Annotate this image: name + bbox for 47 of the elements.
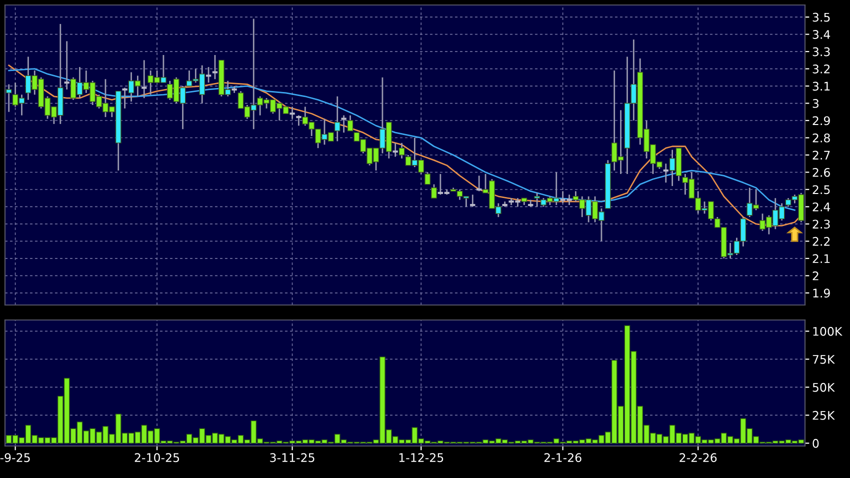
candlestick — [392, 142, 399, 158]
candlestick — [121, 87, 128, 110]
candlestick — [6, 84, 12, 113]
y-tick-label: 3.3 — [812, 47, 830, 56]
candlestick — [534, 192, 540, 208]
candlestick — [398, 142, 405, 160]
candlestick — [63, 40, 70, 90]
candlestick — [334, 96, 340, 142]
candlestick — [140, 59, 148, 99]
y-tick-label: 2.1 — [812, 254, 830, 263]
y-tick-label: 75K — [812, 355, 835, 364]
candlestick — [288, 106, 296, 120]
x-tick-label: 1-12-25 — [399, 453, 444, 462]
x-tick-label: 2-10-25 — [134, 453, 180, 462]
y-tick-label: 3.5 — [812, 12, 830, 22]
y-tick-label: 3.1 — [812, 82, 830, 91]
x-tick-label: -9-25 — [0, 453, 30, 462]
candlestick — [347, 114, 354, 132]
x-tick-label: 2-1-26 — [544, 453, 582, 462]
y-tick-label: 25K — [812, 410, 835, 420]
x-tick-label: 2-2-26 — [680, 453, 717, 462]
candlestick — [211, 54, 219, 80]
y-tick-label: 2.8 — [812, 133, 830, 142]
y-tick-label: 2.3 — [812, 220, 830, 229]
y-tick-label: 2 — [812, 271, 818, 280]
y-tick-label: 2.4 — [812, 202, 830, 212]
y-tick-label: 3.4 — [812, 30, 830, 39]
y-tick-label: 50K — [812, 382, 835, 392]
y-tick-label: 2.5 — [812, 185, 830, 194]
candlestick — [424, 172, 430, 186]
x-tick-label: 3-11-25 — [270, 453, 314, 462]
candlestick — [295, 114, 302, 126]
candlestick — [340, 114, 348, 134]
candlestick — [431, 184, 437, 199]
candlestick — [204, 66, 212, 84]
candlestick — [662, 162, 670, 184]
y-tick-label: 100K — [813, 326, 842, 336]
candlestick — [475, 174, 483, 192]
y-tick-label: 0 — [812, 438, 819, 448]
y-tick-label: 2.2 — [812, 236, 830, 246]
y-tick-label: 2.7 — [812, 150, 830, 160]
y-tick-label: 3.2 — [812, 64, 830, 74]
candlestick — [469, 194, 476, 208]
y-tick-label: 1.9 — [813, 288, 830, 298]
y-tick-label: 3 — [812, 99, 819, 108]
y-tick-label: 2.6 — [812, 168, 830, 177]
y-tick-label: 2.9 — [812, 116, 830, 126]
